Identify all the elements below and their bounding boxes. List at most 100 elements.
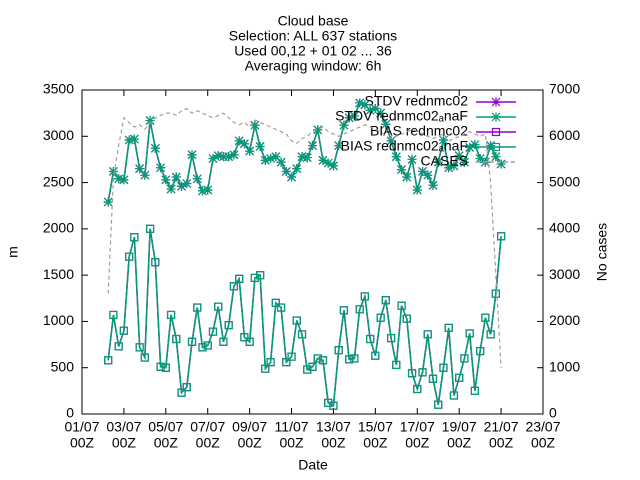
x-tick-label: 11/07 xyxy=(275,419,309,435)
marker xyxy=(177,181,187,191)
marker xyxy=(459,157,469,167)
marker xyxy=(192,174,202,184)
marker xyxy=(366,334,375,344)
x-tick-label: 09/07 xyxy=(232,419,267,435)
y-tick-label: 3500 xyxy=(43,81,74,97)
marker xyxy=(428,374,438,383)
x-axis-label: Date xyxy=(298,457,328,473)
x-tick-label: 00Z xyxy=(196,435,221,451)
y-tick-label: 2500 xyxy=(43,173,74,189)
marker xyxy=(323,158,333,168)
marker xyxy=(438,135,448,145)
marker xyxy=(397,165,407,175)
marker xyxy=(245,337,254,346)
marker xyxy=(349,111,359,121)
marker xyxy=(334,141,344,151)
marker xyxy=(203,341,212,350)
y-tick-label: 500 xyxy=(51,358,75,374)
marker xyxy=(402,314,411,323)
marker xyxy=(219,337,228,346)
x-tick-label: 00Z xyxy=(70,435,95,451)
x-tick-label: 00Z xyxy=(279,435,304,451)
y2-tick-label: 5000 xyxy=(549,173,580,189)
x-tick-label: 00Z xyxy=(489,435,514,451)
x-tick-label: 00Z xyxy=(112,435,137,451)
marker xyxy=(376,313,385,322)
marker xyxy=(302,153,312,163)
marker xyxy=(266,358,275,367)
marker xyxy=(292,164,302,174)
marker xyxy=(177,388,186,397)
marker xyxy=(182,383,191,392)
marker xyxy=(281,166,291,176)
series-line xyxy=(107,228,502,407)
marker xyxy=(213,151,223,161)
marker xyxy=(271,152,281,162)
chart-subtitle: Used 00,12 + 01 02 ... 36 xyxy=(234,43,392,59)
marker xyxy=(496,232,506,241)
marker xyxy=(224,321,233,330)
marker xyxy=(428,180,438,190)
x-tick-label: 00Z xyxy=(531,435,556,451)
y-tick-label: 0 xyxy=(66,405,74,421)
marker xyxy=(297,152,307,162)
marker xyxy=(218,152,228,162)
marker xyxy=(282,358,291,367)
marker xyxy=(496,159,506,169)
marker xyxy=(371,351,380,360)
marker xyxy=(334,346,343,355)
marker xyxy=(449,161,459,171)
marker xyxy=(418,166,428,176)
chart-title: Cloud base xyxy=(278,13,349,29)
marker xyxy=(239,139,249,149)
marker xyxy=(324,398,333,407)
x-tick-label: 23/07 xyxy=(525,419,560,435)
marker xyxy=(135,164,145,174)
legend-marker xyxy=(491,112,501,122)
marker xyxy=(214,302,223,311)
marker xyxy=(455,373,464,382)
marker xyxy=(187,150,197,160)
marker xyxy=(103,197,113,207)
y-axis-label: m xyxy=(5,246,21,258)
marker xyxy=(392,360,401,370)
marker xyxy=(355,98,365,108)
marker xyxy=(344,113,354,123)
marker xyxy=(465,329,474,338)
marker xyxy=(444,163,454,173)
marker xyxy=(407,154,417,164)
legend-label: CASES xyxy=(421,153,468,169)
marker xyxy=(475,154,485,164)
marker xyxy=(350,354,359,363)
x-tick-label: 07/07 xyxy=(190,419,225,435)
legend-marker xyxy=(491,97,501,107)
marker xyxy=(454,151,464,161)
marker xyxy=(276,157,286,167)
marker xyxy=(486,141,496,151)
marker xyxy=(260,155,270,165)
marker xyxy=(146,224,155,233)
marker xyxy=(114,174,124,184)
marker xyxy=(187,337,197,346)
x-tick-label: 00Z xyxy=(447,435,472,451)
marker xyxy=(339,306,349,315)
marker xyxy=(156,362,165,371)
marker xyxy=(407,369,417,378)
marker xyxy=(234,136,244,146)
x-tick-label: 03/07 xyxy=(106,419,141,435)
marker xyxy=(412,185,422,195)
marker xyxy=(166,184,176,194)
marker xyxy=(370,104,380,114)
marker xyxy=(166,310,176,320)
marker xyxy=(339,120,349,130)
legend-marker xyxy=(491,127,501,137)
marker xyxy=(491,289,500,298)
marker xyxy=(470,140,480,150)
marker xyxy=(381,296,390,305)
marker xyxy=(297,330,307,339)
marker xyxy=(376,108,386,118)
x-tick-label: 00Z xyxy=(154,435,179,451)
